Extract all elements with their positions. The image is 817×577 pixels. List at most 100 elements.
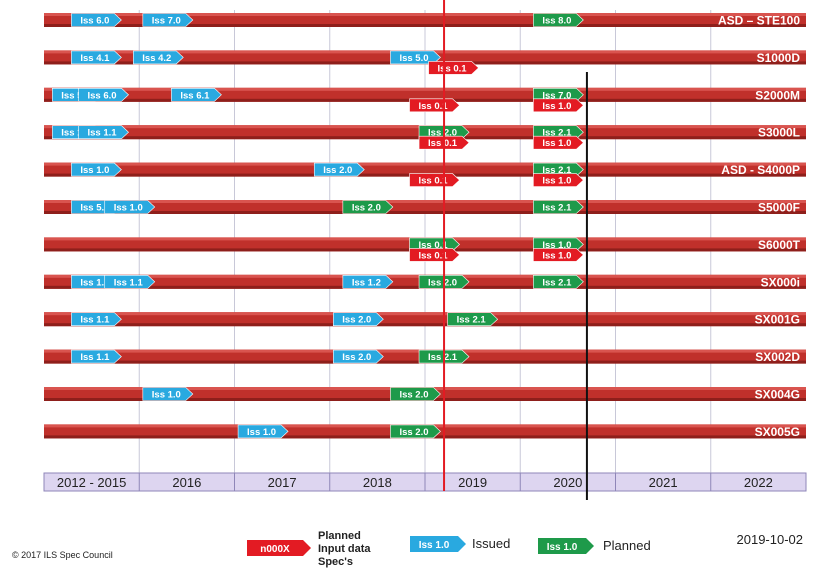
year-label: 2019 <box>458 475 487 490</box>
issued-marker-shape <box>71 13 122 27</box>
issued-marker-label: Iss 1.0 <box>114 203 143 214</box>
input-marker-shape <box>533 135 584 150</box>
spec-row: SX001G Iss 1.1 Iss 2.0 Iss 2.1 <box>44 312 806 327</box>
legend-issued-tag: Iss 1.0 <box>419 540 450 551</box>
spec-bar-highlight <box>44 312 806 316</box>
report-date: 2019-10-02 <box>736 532 804 547</box>
spec-row: S6000T Iss 0.1 Iss 1.0 Iss 0.1 Iss 1.0 <box>44 237 806 262</box>
planned-marker-label: Iss 2.0 <box>399 427 428 438</box>
issued-marker-label: Iss 1.2 <box>352 277 381 288</box>
issued-marker-shape <box>333 349 384 364</box>
planned-marker-label: Iss 1.0 <box>542 240 571 251</box>
input-marker: Iss 1.0 <box>533 173 584 187</box>
spec-bar <box>44 162 806 177</box>
input-marker-label: Iss 0.1 <box>428 138 458 149</box>
planned-marker: Iss 2.0 <box>342 200 394 214</box>
issued-marker-shape <box>142 13 194 27</box>
spec-name: S2000M <box>755 88 800 102</box>
spec-name: SX004G <box>755 388 800 402</box>
copyright: © 2017 ILS Spec Council <box>12 550 113 560</box>
input-marker-shape <box>428 61 480 75</box>
input-marker-label: Iss 1.0 <box>542 101 571 112</box>
issued-marker-shape <box>104 200 156 214</box>
spec-bar-highlight <box>44 13 806 16</box>
issued-marker: Iss 2.0 <box>333 349 384 364</box>
spec-bar <box>44 13 806 27</box>
spec-row: S5000F Iss 5.0 Iss 1.0 Iss 2.0 Iss 2.1 <box>44 200 806 215</box>
legend-input-swatch: n000X <box>247 540 311 556</box>
year-label: 2022 <box>744 475 773 490</box>
issued-marker: Iss 1.0 <box>71 162 122 177</box>
spec-row: ASD - S4000P Iss 1.0 Iss 2.0 Iss 2.1 Iss 0.1… <box>44 162 806 187</box>
issued-marker: Iss 1.2 <box>342 274 394 289</box>
planned-marker-label: Iss 2.0 <box>399 390 428 401</box>
spec-bar-shadow <box>44 211 806 214</box>
issued-marker: Iss 5.0 <box>390 50 441 65</box>
planned-marker-label: Iss 2.1 <box>457 315 487 326</box>
planned-marker: Iss 2.1 <box>447 312 499 327</box>
issued-marker: Iss 1.1 <box>71 312 122 327</box>
issued-marker-label: Iss 1.0 <box>247 427 276 438</box>
planned-marker: Iss 2.1 <box>533 274 584 289</box>
input-marker-shape <box>533 173 584 187</box>
input-marker-shape <box>409 248 460 262</box>
spec-name: ASD – STE100 <box>718 14 800 28</box>
issued-marker-label: Iss 2.0 <box>342 352 371 363</box>
spec-bar <box>44 87 806 102</box>
spec-row: SX005G Iss 1.0 Iss 2.0 <box>44 424 806 439</box>
spec-bar <box>44 200 806 214</box>
issued-marker: Iss 1.1 <box>71 349 122 364</box>
issued-marker: Iss 4.1 <box>71 50 122 65</box>
issued-marker-shape <box>133 50 184 65</box>
input-marker: Iss 0.1 <box>409 98 460 113</box>
planned-marker-label: Iss 2.1 <box>428 352 458 363</box>
issued-marker-label: Iss 6.1 <box>180 90 210 101</box>
spec-name: SX005G <box>755 425 800 439</box>
issued-marker-label: Iss 5.0 <box>399 53 428 64</box>
issued-marker: Iss 1.1 <box>78 125 129 139</box>
legend-planned-tag: Iss 1.0 <box>547 542 578 553</box>
issued-marker: Iss 6.1 <box>171 88 222 102</box>
planned-marker-label: Iss 8.0 <box>542 16 571 27</box>
issued-marker-label: Iss 1.1 <box>80 315 110 326</box>
year-label: 2017 <box>268 475 297 490</box>
spec-bar <box>44 312 806 327</box>
spec-bar-highlight <box>44 87 806 91</box>
planned-marker-shape <box>342 200 394 214</box>
planned-marker-shape <box>533 200 584 214</box>
issued-marker: Iss 4.2 <box>133 50 184 65</box>
input-marker-label: Iss 0.1 <box>418 250 448 261</box>
issued-marker-label: Iss 6.0 <box>88 90 117 101</box>
spec-name: S1000D <box>757 51 801 65</box>
spec-name: S6000T <box>758 238 801 252</box>
input-marker-shape <box>533 98 584 113</box>
spec-row: SX002D Iss 1.1 Iss 2.0 Iss 2.1 <box>44 349 806 364</box>
planned-marker-label: Iss 2.0 <box>352 203 381 214</box>
issued-marker-label: Iss 4.1 <box>80 53 110 64</box>
spec-row: ASD – STE100 Iss 6.0 Iss 7.0 Iss 8.0 <box>44 13 806 28</box>
input-marker-label: Iss 0.1 <box>418 176 448 187</box>
planned-marker-shape <box>390 424 441 439</box>
issued-marker: Iss 6.0 <box>78 88 129 102</box>
planned-marker: Iss 8.0 <box>533 13 584 27</box>
issued-marker-shape <box>104 274 156 289</box>
issued-marker: Iss 1.1 <box>104 274 156 289</box>
year-label: 2016 <box>172 475 201 490</box>
year-label: 2020 <box>553 475 582 490</box>
planned-marker-label: Iss 2.1 <box>542 277 572 288</box>
issued-marker-label: Iss 6.0 <box>80 16 109 27</box>
spec-name: SX002D <box>755 350 800 364</box>
input-marker: Iss 0.1 <box>409 173 460 187</box>
spec-row: S1000D Iss 4.1 Iss 4.2 Iss 5.0 Iss 0.1 <box>44 50 806 75</box>
issued-marker-shape <box>78 125 129 139</box>
planned-marker-shape <box>390 387 441 401</box>
issued-marker-shape <box>171 88 222 102</box>
issued-marker: Iss 7.0 <box>142 13 194 27</box>
issued-marker-label: Iss 4.2 <box>142 53 171 64</box>
spec-name: SX000i <box>761 275 800 289</box>
planned-marker: Iss 2.0 <box>390 387 441 401</box>
planned-marker-label: Iss 2.0 <box>428 128 457 139</box>
issued-marker-label: Iss 1.1 <box>80 352 110 363</box>
